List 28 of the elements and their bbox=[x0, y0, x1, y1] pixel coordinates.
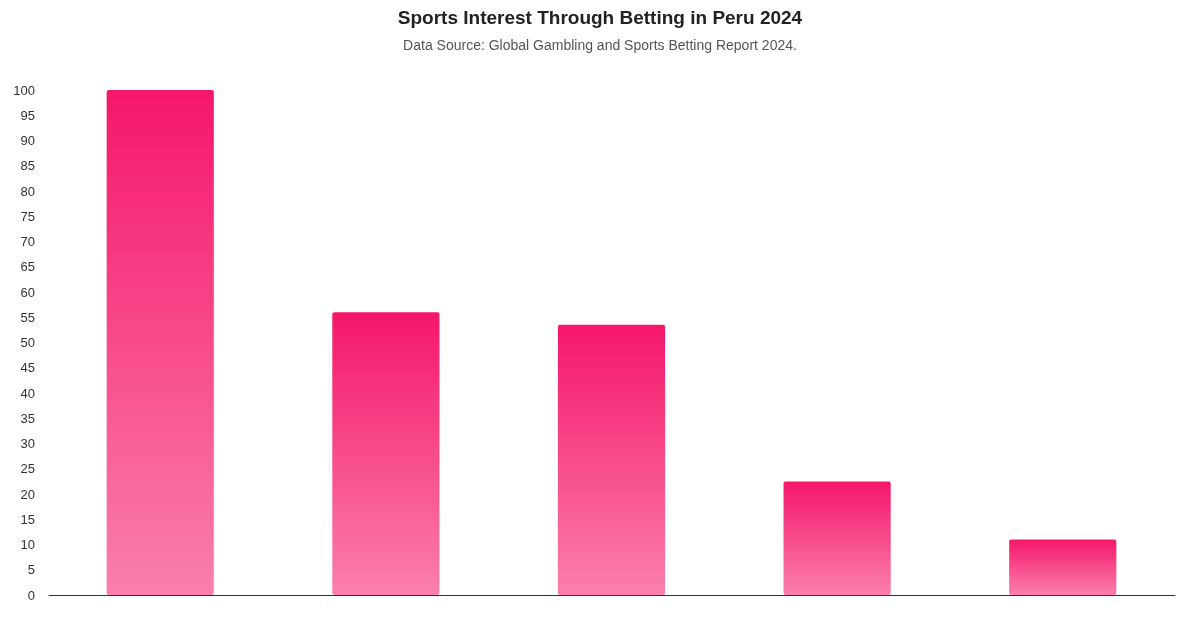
y-tick-label: 50 bbox=[20, 335, 35, 351]
bar bbox=[332, 312, 440, 595]
y-tick-label: 65 bbox=[20, 259, 35, 275]
bar bbox=[1009, 539, 1117, 595]
y-tick-label: 45 bbox=[20, 360, 35, 376]
y-tick-label: 25 bbox=[20, 461, 35, 477]
y-tick-label: 70 bbox=[20, 234, 35, 250]
chart-title: Sports Interest Through Betting in Peru 2024 bbox=[397, 7, 803, 28]
y-tick-label: 80 bbox=[20, 183, 35, 199]
y-tick-label: 60 bbox=[20, 284, 35, 300]
y-tick-label: 75 bbox=[20, 208, 35, 224]
y-tick-label: 0 bbox=[27, 587, 35, 603]
y-tick-label: 100 bbox=[13, 82, 35, 98]
y-tick-label: 90 bbox=[20, 133, 35, 149]
y-tick-label: 30 bbox=[20, 436, 35, 452]
bar bbox=[106, 90, 214, 595]
bar bbox=[783, 481, 891, 595]
y-tick-label: 10 bbox=[20, 537, 35, 553]
y-tick-label: 85 bbox=[20, 158, 35, 174]
y-tick-label: 20 bbox=[20, 486, 35, 502]
y-tick-label: 95 bbox=[20, 107, 35, 123]
y-tick-label: 5 bbox=[27, 562, 35, 578]
y-tick-label: 15 bbox=[20, 511, 35, 527]
y-tick-label: 35 bbox=[20, 410, 35, 426]
chart-subtitle: Data Source: Global Gambling and Sports Betting Report 2024. bbox=[403, 37, 797, 53]
y-tick-label: 40 bbox=[20, 385, 35, 401]
bar bbox=[557, 324, 666, 595]
y-tick-label: 55 bbox=[20, 309, 35, 325]
